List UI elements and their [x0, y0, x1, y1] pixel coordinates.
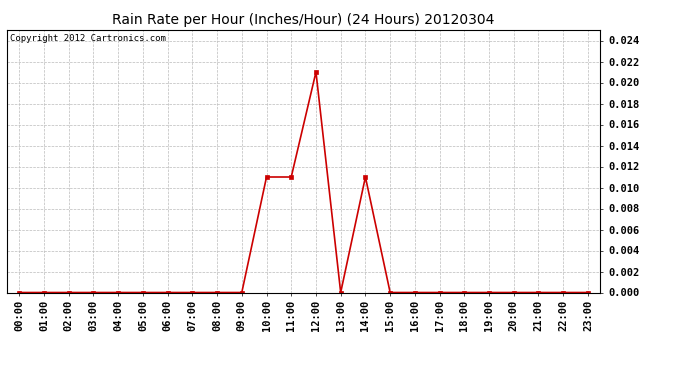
Text: Copyright 2012 Cartronics.com: Copyright 2012 Cartronics.com: [10, 34, 166, 43]
Title: Rain Rate per Hour (Inches/Hour) (24 Hours) 20120304: Rain Rate per Hour (Inches/Hour) (24 Hou…: [112, 13, 495, 27]
